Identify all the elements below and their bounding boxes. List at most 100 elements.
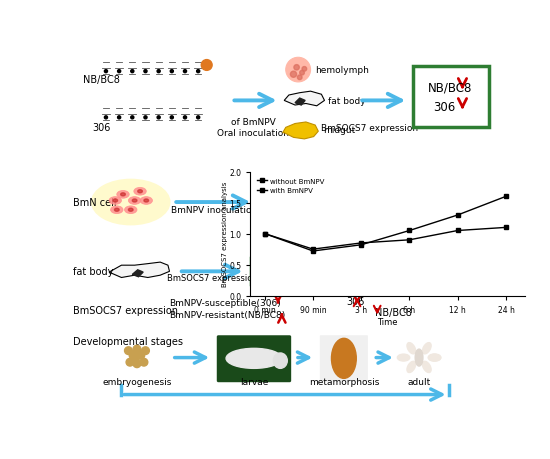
Circle shape xyxy=(133,346,141,353)
with BmNPV xyxy=(406,228,412,234)
Circle shape xyxy=(298,76,302,80)
Circle shape xyxy=(104,70,107,73)
Polygon shape xyxy=(283,123,318,140)
Ellipse shape xyxy=(397,354,410,361)
Ellipse shape xyxy=(113,200,118,202)
FancyBboxPatch shape xyxy=(413,67,489,128)
Circle shape xyxy=(133,360,141,368)
Text: larvae: larvae xyxy=(240,377,268,386)
Circle shape xyxy=(118,70,120,73)
Circle shape xyxy=(197,117,200,120)
with BmNPV xyxy=(454,213,461,218)
Circle shape xyxy=(131,70,134,73)
Text: 306: 306 xyxy=(254,266,276,276)
Circle shape xyxy=(152,62,165,75)
Ellipse shape xyxy=(129,209,133,212)
Text: Oral inoculation: Oral inoculation xyxy=(217,129,289,138)
Circle shape xyxy=(131,355,139,363)
Text: BmNPV-susceptible(306): BmNPV-susceptible(306) xyxy=(169,298,281,307)
Circle shape xyxy=(290,72,296,78)
Line: without BmNPV: without BmNPV xyxy=(262,225,508,252)
Circle shape xyxy=(294,66,299,71)
without BmNPV xyxy=(406,238,412,243)
Text: 306: 306 xyxy=(346,296,365,306)
Text: embryogenesis: embryogenesis xyxy=(102,377,172,386)
Text: BmSOCS7 expression: BmSOCS7 expression xyxy=(321,123,418,133)
Ellipse shape xyxy=(407,362,416,373)
Circle shape xyxy=(137,352,145,359)
Circle shape xyxy=(205,62,218,76)
Circle shape xyxy=(302,67,307,72)
Text: fat body: fat body xyxy=(328,97,366,106)
without BmNPV xyxy=(503,225,509,230)
Circle shape xyxy=(124,347,133,355)
Ellipse shape xyxy=(428,354,441,361)
Ellipse shape xyxy=(124,207,137,214)
Text: NB/BC8: NB/BC8 xyxy=(428,81,473,94)
Text: hemolymph: hemolymph xyxy=(315,66,369,75)
Polygon shape xyxy=(295,99,305,106)
Text: midgut: midgut xyxy=(323,126,355,135)
Ellipse shape xyxy=(226,348,282,369)
Circle shape xyxy=(201,61,212,71)
without BmNPV xyxy=(454,228,461,234)
Circle shape xyxy=(131,117,134,120)
Circle shape xyxy=(205,108,218,122)
Text: NB/BC8: NB/BC8 xyxy=(275,266,317,276)
Ellipse shape xyxy=(111,207,123,214)
Circle shape xyxy=(144,117,147,120)
Circle shape xyxy=(141,347,150,355)
Circle shape xyxy=(113,108,126,122)
Ellipse shape xyxy=(140,197,152,205)
Circle shape xyxy=(286,58,311,83)
Circle shape xyxy=(139,108,152,122)
without BmNPV xyxy=(358,241,365,246)
Ellipse shape xyxy=(120,193,125,196)
Circle shape xyxy=(113,62,126,75)
Text: NB/BC8: NB/BC8 xyxy=(82,75,119,84)
Ellipse shape xyxy=(415,349,423,366)
Circle shape xyxy=(139,62,152,75)
Circle shape xyxy=(170,70,173,73)
Circle shape xyxy=(197,70,200,73)
Text: 306: 306 xyxy=(433,101,455,114)
Text: adult: adult xyxy=(408,377,431,386)
Circle shape xyxy=(170,117,173,120)
with BmNPV xyxy=(358,242,365,248)
Circle shape xyxy=(184,70,186,73)
FancyBboxPatch shape xyxy=(217,336,291,382)
FancyBboxPatch shape xyxy=(251,259,345,284)
Ellipse shape xyxy=(117,191,129,199)
Text: BmNPV inoculation: BmNPV inoculation xyxy=(170,206,257,215)
Ellipse shape xyxy=(407,343,416,354)
Ellipse shape xyxy=(134,188,146,196)
Text: BmN cell: BmN cell xyxy=(73,198,116,207)
Circle shape xyxy=(100,62,113,75)
Circle shape xyxy=(191,62,205,75)
Text: of BmNPV: of BmNPV xyxy=(231,118,276,127)
with BmNPV xyxy=(503,194,509,200)
Text: Developmental stages: Developmental stages xyxy=(73,336,183,346)
Text: BmNPV-resistant(NB/BC8): BmNPV-resistant(NB/BC8) xyxy=(169,310,286,319)
Text: BmSOCS7 expression: BmSOCS7 expression xyxy=(167,274,257,282)
Polygon shape xyxy=(133,270,143,277)
Circle shape xyxy=(100,108,113,122)
Polygon shape xyxy=(109,263,169,278)
Circle shape xyxy=(129,352,137,359)
Circle shape xyxy=(118,117,120,120)
FancyBboxPatch shape xyxy=(320,336,368,381)
Circle shape xyxy=(140,358,148,366)
X-axis label: Time: Time xyxy=(377,317,398,326)
Legend: without BmNPV, with BmNPV: without BmNPV, with BmNPV xyxy=(254,176,328,196)
Circle shape xyxy=(178,108,191,122)
Ellipse shape xyxy=(428,354,441,361)
Circle shape xyxy=(152,108,165,122)
Ellipse shape xyxy=(422,343,431,354)
without BmNPV xyxy=(310,247,316,252)
Ellipse shape xyxy=(92,180,169,225)
Y-axis label: BmSOCS7 expression analysis: BmSOCS7 expression analysis xyxy=(222,181,228,287)
Polygon shape xyxy=(284,92,324,106)
Ellipse shape xyxy=(109,197,122,205)
Ellipse shape xyxy=(129,197,141,205)
Ellipse shape xyxy=(422,362,431,373)
